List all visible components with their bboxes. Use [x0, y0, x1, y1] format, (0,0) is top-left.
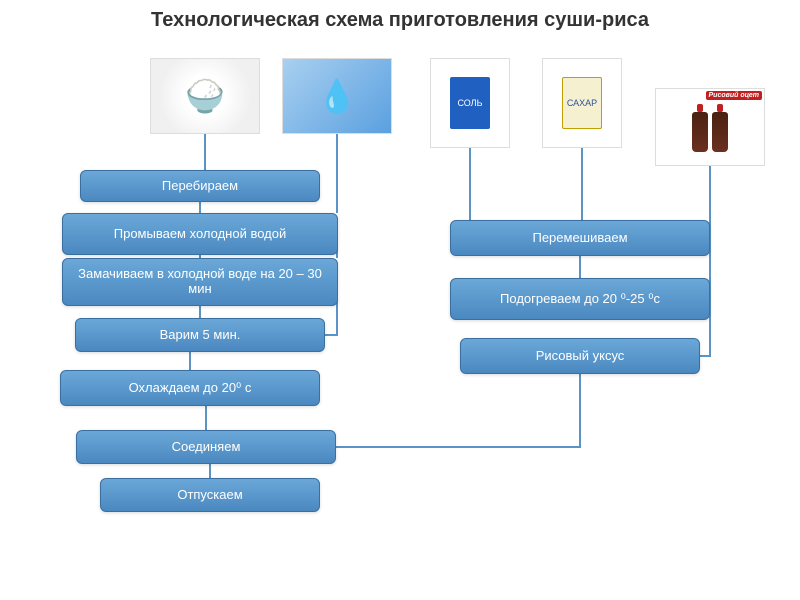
page-title: Технологическая схема приготовления суши…	[0, 0, 800, 32]
vinegar-bottle-icon	[712, 112, 728, 152]
step-serve: Отпускаем	[100, 478, 320, 512]
step-cool: Охлаждаем до 20⁰ с	[60, 370, 320, 406]
step-sort: Перебираем	[80, 170, 320, 202]
ingredient-sugar: САХАР	[542, 58, 622, 148]
step-stir: Перемешиваем	[450, 220, 710, 256]
step-heat: Подогреваем до 20 ⁰-25 ⁰с	[450, 278, 710, 320]
step-soak: Замачиваем в холодной воде на 20 – 30 ми…	[62, 258, 338, 306]
ingredient-salt: СОЛЬ	[430, 58, 510, 148]
salt-pack-label: СОЛЬ	[450, 77, 490, 129]
vinegar-brand-label: Рисовий оцет	[706, 91, 763, 100]
step-rinse: Промываем холодной водой	[62, 213, 338, 255]
ingredient-vinegar: Рисовий оцет	[655, 88, 765, 166]
vinegar-bottle-icon	[692, 112, 708, 152]
ingredient-water: 💧	[282, 58, 392, 134]
connector-rvineg-mix	[336, 374, 580, 447]
step-cook: Варим 5 мин.	[75, 318, 325, 352]
sugar-pack-label: САХАР	[562, 77, 602, 129]
ingredient-rice: 🍚	[150, 58, 260, 134]
step-mix: Соединяем	[76, 430, 336, 464]
step-rvineg: Рисовый уксус	[460, 338, 700, 374]
